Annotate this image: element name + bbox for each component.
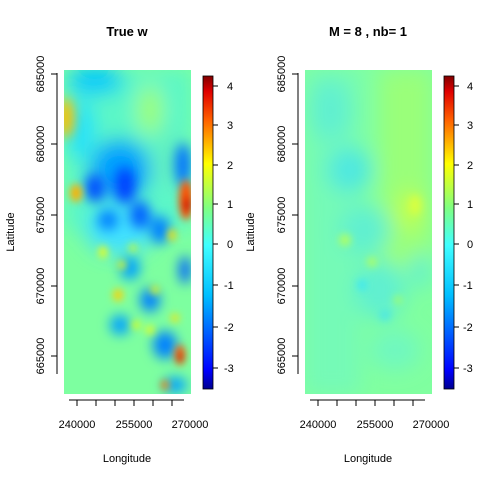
y-axis-label: Latitude (5, 212, 17, 251)
x-axis-label: Longitude (344, 453, 392, 465)
y-axis-label: Latitude (245, 212, 257, 251)
y-axis: 665000 670000 675000 680000 685000 Latit… (5, 56, 58, 375)
x-tick-label: 240000 (300, 419, 337, 431)
y-tick-label: 685000 (35, 56, 47, 93)
panel-true-w: True w (5, 24, 234, 465)
colorbar-tick-label: 0 (467, 239, 473, 251)
y-axis: 665000 670000 675000 680000 685000 Latit… (245, 56, 299, 375)
panel-estimate: M = 8 , nb= 1 (245, 24, 473, 465)
y-tick-label: 670000 (35, 268, 47, 305)
y-tick-label: 675000 (35, 197, 47, 234)
chart-title: True w (106, 24, 148, 39)
colorbar: 4 3 2 1 0 -1 -2 -3 (202, 75, 234, 390)
colorbar-ticks (213, 85, 218, 369)
x-tick-label: 255000 (116, 419, 153, 431)
y-tick-label: 670000 (276, 268, 288, 305)
heatmap-field (305, 70, 432, 394)
colorbar-tick-label: 0 (227, 239, 233, 251)
x-axis: 240000 255000 270000 Longitude (59, 399, 209, 465)
x-axis: 240000 255000 270000 Longitude (300, 399, 450, 465)
colorbar-tick-label: 3 (227, 120, 233, 132)
colorbar-tick-label: -2 (224, 322, 234, 334)
colorbar-tick-label: 4 (227, 81, 233, 93)
x-tick-label: 240000 (59, 419, 96, 431)
colorbar-tick-label: 4 (467, 81, 473, 93)
colorbar-tick-label: 2 (227, 160, 233, 172)
y-tick-label: 665000 (35, 338, 47, 375)
colorbar-tick-label: 2 (467, 160, 473, 172)
y-tick-label: 665000 (276, 338, 288, 375)
y-tick-label: 680000 (276, 126, 288, 163)
colorbar-tick-label: -3 (463, 363, 473, 375)
colorbar-tick-label: -1 (463, 280, 473, 292)
y-tick-label: 675000 (276, 197, 288, 234)
x-tick-label: 255000 (357, 419, 394, 431)
colorbar-tick-label: 3 (467, 120, 473, 132)
colorbar-tick-label: 1 (227, 199, 233, 211)
x-tick-label: 270000 (172, 419, 209, 431)
colorbar-tick-label: -1 (224, 280, 234, 292)
x-tick-label: 270000 (413, 419, 450, 431)
colorbar-tick-label: -3 (224, 363, 234, 375)
colorbar-ticks (454, 85, 459, 369)
chart-title: M = 8 , nb= 1 (329, 24, 407, 39)
colorbar-tick-label: -2 (463, 322, 473, 334)
colorbar: 4 3 2 1 0 -1 -2 -3 (443, 75, 473, 390)
y-tick-label: 680000 (35, 126, 47, 163)
colorbar-tick-label: 1 (467, 199, 473, 211)
x-axis-label: Longitude (103, 453, 151, 465)
y-tick-label: 685000 (276, 56, 288, 93)
heatmap-field (64, 70, 191, 394)
